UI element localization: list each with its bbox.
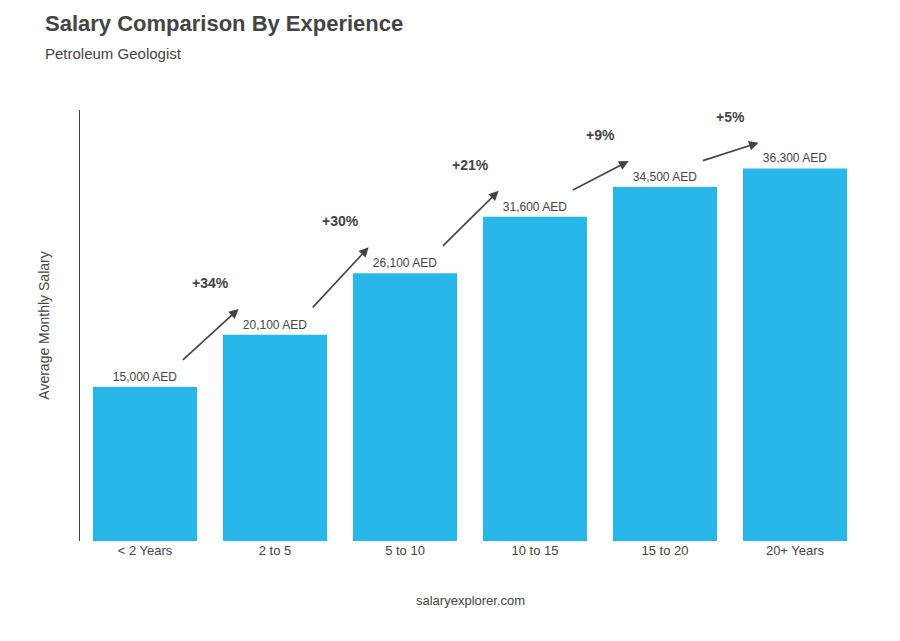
svg-text:2 to 5: 2 to 5	[259, 543, 292, 558]
svg-text:+34%: +34%	[192, 275, 229, 291]
svg-text:Average Monthly Salary: Average Monthly Salary	[36, 251, 52, 399]
svg-text:15,000 AED: 15,000 AED	[113, 370, 177, 384]
svg-text:31,600 AED: 31,600 AED	[503, 200, 567, 214]
svg-text:+21%: +21%	[452, 157, 489, 173]
svg-text:+5%: +5%	[716, 109, 745, 125]
svg-text:36,300 AED: 36,300 AED	[763, 151, 827, 165]
svg-text:34,500 AED: 34,500 AED	[633, 170, 697, 184]
svg-text:salaryexplorer.com: salaryexplorer.com	[416, 593, 525, 608]
svg-text:+30%: +30%	[322, 213, 359, 229]
svg-text:26,100 AED: 26,100 AED	[373, 256, 437, 270]
svg-text:20,100 AED: 20,100 AED	[243, 318, 307, 332]
svg-text:+9%: +9%	[586, 127, 615, 143]
svg-text:< 2 Years: < 2 Years	[118, 543, 173, 558]
svg-text:10 to 15: 10 to 15	[512, 543, 559, 558]
svg-text:Salary Comparison By Experienc: Salary Comparison By ExperiencePetroleum…	[45, 11, 403, 63]
svg-text:5 to 10: 5 to 10	[385, 543, 425, 558]
svg-text:15 to 20: 15 to 20	[642, 543, 689, 558]
svg-text:20+ Years: 20+ Years	[766, 543, 825, 558]
